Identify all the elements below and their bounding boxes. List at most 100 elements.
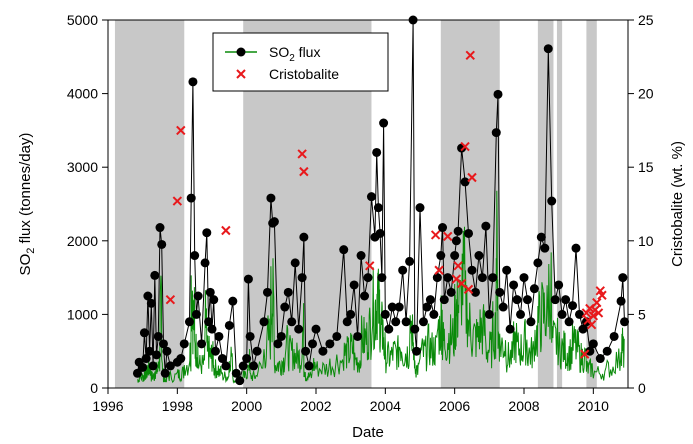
so2-point-28 [200,258,210,268]
so2-point-88 [394,302,404,312]
so2-point-52 [269,217,279,227]
so2-point-76 [363,273,373,283]
so2-point-5 [143,291,153,301]
so2-point-125 [509,280,519,290]
so2-point-147 [585,346,595,356]
cristobalite-point-21 [586,319,597,330]
so2-point-25 [191,309,201,319]
so2-point-73 [353,331,363,341]
so2-point-84 [380,309,390,319]
cristobalite-point-8 [434,265,444,275]
so2-point-128 [519,273,529,283]
so2-point-63 [304,361,314,371]
so2-point-81 [375,228,385,238]
so2-point-46 [249,361,259,371]
series-layer [132,15,630,386]
so2-point-50 [266,193,276,203]
so2-point-4 [141,354,151,364]
x-axis-title: Date [352,424,384,441]
so2-point-120 [493,89,503,99]
so2-point-137 [550,295,560,305]
y-right-tick-label-1: 5 [638,306,646,322]
so2-point-43 [242,354,252,364]
so2-dense-line [137,190,625,384]
so2-point-140 [561,295,571,305]
cristobalite-point-13 [460,141,470,152]
shaded-period-0 [114,20,185,388]
so2-point-24 [190,251,200,261]
y-right-tick-label-3: 15 [638,159,654,175]
cristobalite-point-14 [463,284,474,295]
y-left-tick-label-3: 3000 [67,159,98,175]
so2-point-57 [287,317,297,327]
so2-point-75 [360,291,370,301]
y-left-title-main: SO [17,254,34,276]
so2-point-21 [184,317,194,327]
so2-point-126 [512,295,522,305]
so2-point-54 [276,331,286,341]
so2-point-99 [429,309,439,319]
legend-cristobalite-label: Cristobalite [269,66,339,82]
so2-point-83 [379,118,389,128]
so2-point-89 [398,265,408,275]
so2-point-48 [259,317,269,327]
cristobalite-point-1 [172,196,183,206]
cristobalite-point-11 [453,261,463,271]
so2-point-134 [540,243,550,253]
so2-point-33 [209,295,219,305]
cristobalite-point-17 [579,349,590,359]
cristobalite-point-27 [597,290,607,300]
so2-point-116 [481,221,491,231]
so2-point-30 [204,317,214,327]
so2-point-56 [283,287,293,297]
cristobalite-point-2 [176,125,186,136]
y-right-tick-label-2: 10 [638,233,654,249]
cristobalite-point-24 [592,297,602,308]
so2-point-86 [387,302,397,312]
so2-point-15 [160,368,170,378]
so2-point-93 [410,324,420,334]
cristobalite-point-25 [593,308,604,318]
x-tick-label-4: 2004 [370,398,401,414]
so2-point-8 [148,361,158,371]
so2-point-122 [498,302,508,312]
so2-point-107 [451,236,461,246]
plot-frame [107,19,629,389]
legend-so2-rest: flux [295,44,321,60]
so2-point-6 [145,346,155,356]
y-axis-left-title: SO2 flux (tonnes/day) [17,133,37,276]
so2-point-133 [536,232,546,242]
legend-so2-marker [236,47,246,57]
so2-point-59 [294,324,304,334]
y-left-tick-label-1: 1000 [67,306,98,322]
so2-point-68 [332,331,342,341]
so2-point-62 [301,346,311,356]
so2-point-149 [595,354,605,364]
y-left-tick-label-2: 2000 [67,233,98,249]
so2-point-7 [146,298,156,308]
y-left-title-sub: 2 [25,248,37,254]
so2-point-35 [214,331,224,341]
so2-point-9 [150,270,160,280]
so2-point-3 [139,328,149,338]
legend-so2-label: SO2 flux [269,44,320,64]
so2-point-97 [422,302,432,312]
so2-point-151 [609,331,619,341]
so2-point-127 [516,309,526,319]
so2-point-11 [153,331,163,341]
so2-point-139 [557,309,567,319]
so2-point-12 [155,223,165,233]
cristobalite-point-9 [443,231,453,242]
so2-point-104 [443,273,453,283]
so2-point-79 [372,147,382,157]
so2-point-65 [311,324,321,334]
so2-point-31 [205,287,215,297]
so2-point-77 [366,192,376,202]
so2-point-141 [564,317,574,327]
so2-point-111 [464,228,474,238]
cristobalite-point-4 [297,149,307,159]
so2-point-124 [505,324,515,334]
so2-point-154 [620,317,630,327]
so2-point-152 [616,296,626,306]
legend: SO2 flux Cristobalite [212,32,389,92]
